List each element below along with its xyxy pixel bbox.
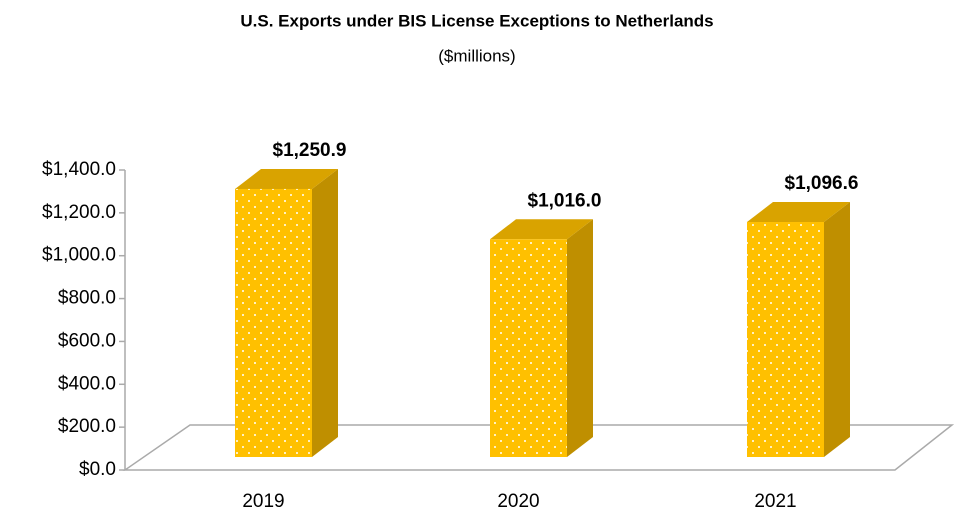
- bar-pattern: [490, 239, 567, 457]
- bar-top: [490, 219, 593, 240]
- x-tick-label: 2021: [754, 491, 796, 512]
- y-tick-label: $600.0: [58, 330, 116, 351]
- value-label: $1,250.9: [273, 140, 347, 161]
- chart-title: U.S. Exports under BIS License Exception…: [240, 11, 713, 30]
- bar-side: [312, 168, 338, 457]
- floor: [122, 424, 954, 471]
- bar-top: [747, 202, 850, 223]
- value-label: $1,016.0: [528, 190, 602, 211]
- bar-side: [824, 202, 850, 457]
- x-tick-label: 2019: [242, 491, 284, 512]
- bar-pattern: [747, 222, 824, 457]
- y-tick-label: $0.0: [79, 459, 116, 480]
- bar-side: [567, 219, 593, 457]
- y-tick-label: $800.0: [58, 288, 116, 309]
- x-tick-label: 2020: [497, 491, 539, 512]
- y-tick-label: $1,200.0: [42, 202, 116, 223]
- y-tick-label: $400.0: [58, 373, 116, 394]
- y-tick-label: $200.0: [58, 416, 116, 437]
- chart-subtitle: ($millions): [438, 46, 515, 65]
- bar-top: [235, 168, 338, 189]
- y-tick-label: $1,400.0: [42, 159, 116, 180]
- y-tick-label: $1,000.0: [42, 245, 116, 266]
- value-label: $1,096.6: [785, 173, 859, 194]
- bar-pattern: [235, 188, 312, 457]
